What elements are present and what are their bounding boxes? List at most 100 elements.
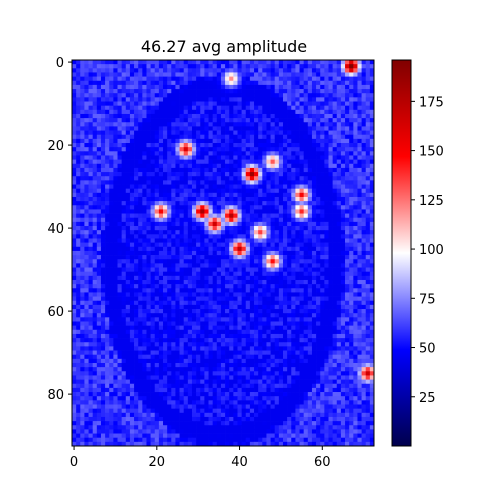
heatmap-cell [311,60,317,65]
heatmap-cell [196,304,201,310]
heatmap-cell [233,72,238,77]
heatmap-cell [220,259,226,264]
heatmap-cell [129,159,135,165]
heatmap-cell [204,109,209,115]
heatmap-cell [96,209,102,214]
heatmap-cell [237,259,242,264]
heatmap-cell [142,267,147,273]
heatmap-cell [134,292,139,297]
heatmap-cell [295,180,300,185]
heatmap-cell [266,325,271,331]
heatmap-cell [365,201,371,206]
heatmap-cell [258,242,263,248]
heatmap-cell [287,180,292,185]
heatmap-cell [254,101,259,107]
heatmap-cell [200,321,205,326]
heatmap-cell [295,184,300,190]
heatmap-cell [200,342,205,347]
heatmap-cell [163,205,168,210]
heatmap-cell [245,147,251,152]
heatmap-cell [241,217,247,223]
heatmap-cell [204,180,209,185]
heatmap-cell [138,176,143,181]
heatmap-cell [357,167,362,173]
heatmap-cell [332,205,338,210]
heatmap-cell [249,64,255,69]
heatmap-cell [307,275,313,281]
heatmap-cell [220,309,226,314]
heatmap-cell [365,80,371,86]
heatmap-cell [369,230,375,235]
heatmap-cell [208,84,214,90]
heatmap-cell [245,234,251,239]
heatmap-cell [249,246,255,252]
heatmap-cell [154,68,160,73]
heatmap-cell [216,68,222,73]
heatmap-cell [262,176,267,181]
heatmap-cell [262,271,267,277]
heatmap-cell [361,242,367,248]
heatmap-cell [113,213,118,219]
heatmap-cell [150,267,156,273]
heatmap-cell [270,97,276,102]
heatmap-cell [105,97,110,102]
heatmap-cell [357,333,362,339]
heatmap-cell [204,147,209,152]
heatmap-cell [336,159,342,165]
heatmap-cell [287,259,292,264]
heatmap-cell [332,159,338,165]
heatmap-cell [154,309,160,314]
heatmap-cell [158,180,164,185]
heatmap-cell [287,84,292,90]
heatmap-cell [183,68,189,73]
heatmap-cell [171,192,176,198]
heatmap-cell [324,89,329,94]
heatmap-cell [105,172,110,177]
heatmap-cell [109,284,114,289]
heatmap-cell [307,313,313,318]
heatmap-cell [266,130,271,136]
heatmap-cell [282,321,288,326]
heatmap-cell [216,72,222,77]
heatmap-cell [233,250,238,256]
heatmap-cell [295,89,300,94]
heatmap-cell [262,151,267,156]
heatmap-cell [204,296,209,302]
heatmap-cell [84,97,89,102]
heatmap-cell [208,209,214,214]
heatmap-cell [146,184,151,190]
heatmap-cell [163,188,168,194]
heatmap-cell [96,109,102,115]
heatmap-cell [316,333,321,339]
heatmap-cell [249,84,255,90]
heatmap-cell [175,267,180,273]
heatmap-cell [171,97,176,102]
heatmap-cell [117,188,122,194]
heatmap-cell [84,255,89,260]
heatmap-cell [175,213,180,219]
heatmap-cell [84,205,89,210]
heatmap-cell [72,304,77,310]
heatmap-cell [100,246,106,252]
heatmap-cell [324,230,329,235]
heatmap-cell [278,209,284,214]
heatmap-cell [345,255,350,260]
heatmap-cell [76,118,81,123]
heatmap-cell [138,325,143,331]
heatmap-cell [266,275,271,281]
heatmap-cell [150,255,156,260]
heatmap-cell [274,275,280,281]
heatmap-cell [134,205,139,210]
heatmap-cell [258,338,263,343]
heatmap-cell [229,250,234,256]
heatmap-cell [336,221,342,227]
heatmap-cell [117,213,122,219]
heatmap-cell [320,309,325,314]
heatmap-cell [278,130,284,136]
heatmap-cell [332,101,338,107]
heatmap-cell [117,275,122,281]
heatmap-cell [287,300,292,306]
heatmap-cell [303,105,309,111]
heatmap-cell [311,259,317,264]
heatmap-cell [287,176,292,181]
